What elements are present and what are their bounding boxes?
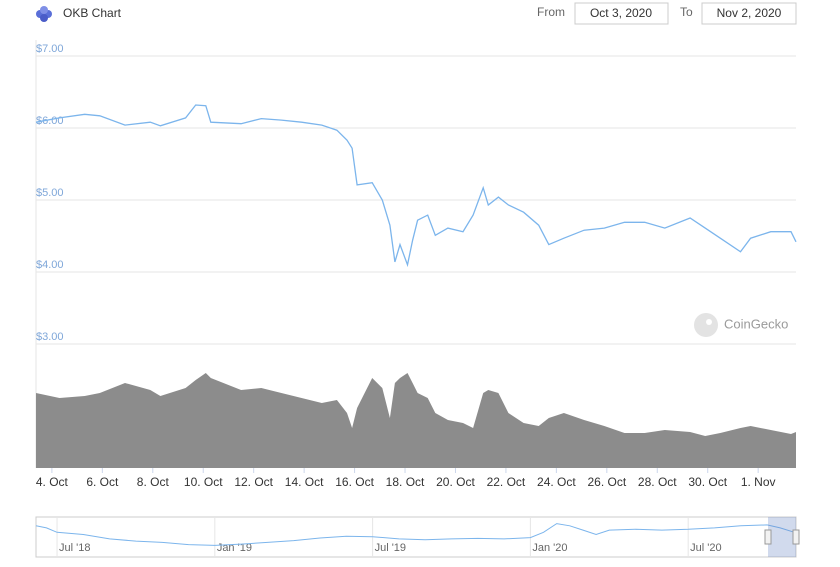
to-label: To <box>680 5 693 19</box>
x-tick-label: 22. Oct <box>487 475 526 489</box>
x-tick-label: 10. Oct <box>184 475 223 489</box>
y-tick-label: $4.00 <box>36 259 64 271</box>
navigator-frame <box>35 516 797 558</box>
x-tick-label: 12. Oct <box>234 475 273 489</box>
y-tick-label: $5.00 <box>36 187 64 199</box>
watermark-text: CoinGecko <box>724 316 788 331</box>
navigator-selection[interactable] <box>768 517 796 557</box>
navigator-line <box>35 523 797 546</box>
x-tick-label: 4. Oct <box>36 475 69 489</box>
navigator-tick-label: Jul '18 <box>59 542 90 554</box>
x-tick-label: 1. Nov <box>741 475 776 489</box>
chart-title: OKB Chart <box>63 6 122 20</box>
navigator-handle[interactable] <box>792 529 800 545</box>
logo <box>36 6 52 22</box>
x-tick-label: 16. Oct <box>335 475 374 489</box>
x-tick-label: 20. Oct <box>436 475 475 489</box>
from-input[interactable] <box>574 2 669 25</box>
to-input[interactable] <box>701 2 797 25</box>
x-tick-label: 6. Oct <box>86 475 119 489</box>
navigator-tick-label: Jul '20 <box>690 542 721 554</box>
navigator-tick-label: Jan '20 <box>532 542 567 554</box>
price-line <box>35 104 797 268</box>
watermark <box>694 313 718 337</box>
y-tick-label: $7.00 <box>36 43 64 55</box>
x-tick-label: 8. Oct <box>137 475 170 489</box>
navigator-tick-label: Jul '19 <box>375 542 406 554</box>
x-tick-label: 26. Oct <box>587 475 626 489</box>
y-tick-label: $3.00 <box>36 331 64 343</box>
x-tick-label: 28. Oct <box>638 475 677 489</box>
from-value[interactable]: Oct 3, 2020 <box>590 6 652 20</box>
navigator-handle[interactable] <box>764 529 772 545</box>
from-label: From <box>537 5 565 19</box>
x-tick-label: 14. Oct <box>285 475 324 489</box>
x-tick-label: 30. Oct <box>688 475 727 489</box>
to-value[interactable]: Nov 2, 2020 <box>717 6 782 20</box>
x-tick-label: 24. Oct <box>537 475 576 489</box>
volume-area <box>36 373 796 468</box>
x-tick-label: 18. Oct <box>386 475 425 489</box>
